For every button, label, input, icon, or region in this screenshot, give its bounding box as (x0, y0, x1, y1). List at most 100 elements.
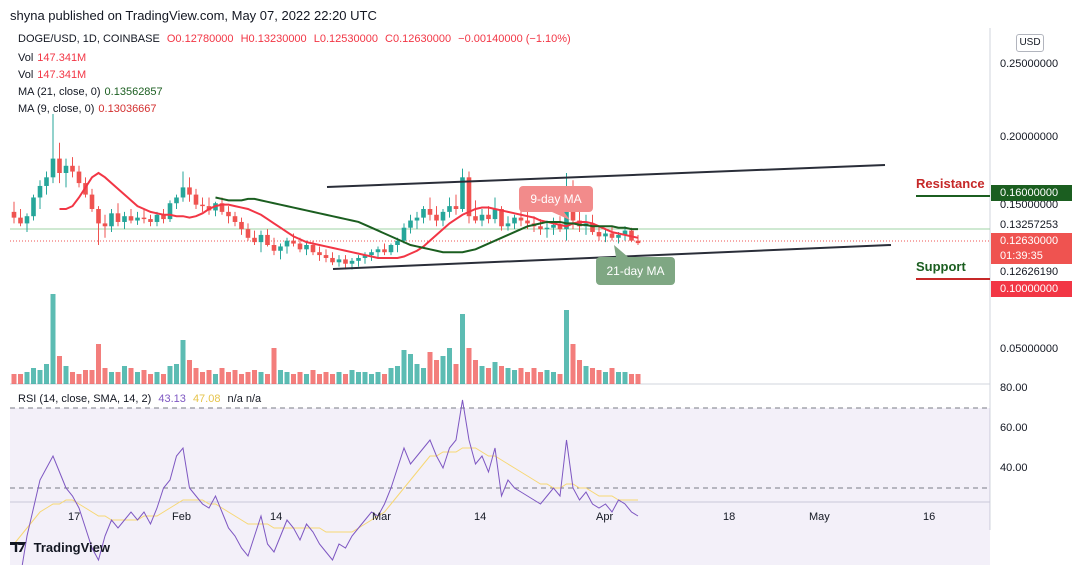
rsi-na: n/a n/a (227, 393, 262, 405)
volume-bar (479, 366, 485, 384)
volume-bar (395, 366, 400, 384)
candle-body (37, 185, 43, 198)
close-price-tag: 0.12630000 (991, 233, 1072, 249)
volume-bar (414, 364, 420, 384)
candle-body (330, 257, 335, 263)
volume-bar (616, 372, 621, 384)
volume-bar (349, 370, 355, 384)
x-label: 18 (723, 511, 736, 523)
rsi-sma-value: 47.08 (192, 393, 221, 405)
volume-bar (596, 370, 602, 384)
symbol-label[interactable]: DOGE/USD, 1D, COINBASE (18, 33, 160, 45)
candle-body (349, 260, 355, 264)
volume-bar (401, 350, 407, 384)
ma9-line (59, 171, 639, 259)
ma21-value: 0.13562857 (104, 86, 163, 98)
volume-bar (76, 374, 82, 384)
volume-bar (141, 370, 147, 384)
rsi-label: RSI (14, close, SMA, 14, 2) (18, 393, 152, 405)
candle-body (486, 214, 491, 220)
volume-bar (187, 360, 192, 384)
candle-body (343, 259, 348, 264)
volume-bar (291, 374, 296, 384)
candle-body (408, 220, 413, 228)
rsi-value: 43.13 (158, 393, 186, 405)
tradingview-logo[interactable]: TradingView (10, 540, 110, 555)
volume-bar (154, 372, 160, 384)
candle-body (135, 217, 140, 221)
candle-body (551, 224, 556, 228)
currency-button[interactable]: USD (1016, 34, 1044, 52)
candle-body (616, 234, 621, 238)
change-value: −0.00140000 (−1.10%) (458, 33, 571, 45)
candle-body (525, 220, 530, 224)
candle-body (440, 211, 446, 221)
volume-bar (83, 370, 88, 384)
volume-bar (284, 372, 290, 384)
candle-body (505, 223, 511, 227)
candle-body (603, 233, 608, 237)
volume-bar (622, 372, 628, 384)
candle-body (356, 257, 361, 261)
volume-bar (447, 348, 452, 384)
candle-body (148, 219, 153, 222)
volume-bar (232, 370, 238, 384)
candle-body (544, 227, 550, 230)
candle-body (200, 204, 205, 207)
candle-body (226, 211, 231, 217)
candle-body (141, 217, 147, 220)
volume-bar (427, 352, 433, 384)
ma9-callout-pointer (552, 212, 570, 220)
vol-label: Vol (18, 69, 34, 81)
volume-bar (278, 370, 283, 384)
candle-body (232, 216, 238, 222)
volume-bar (551, 372, 556, 384)
volume-bar (304, 374, 309, 384)
candle-body (512, 217, 517, 224)
candle-body (323, 255, 329, 258)
resistance-level-tag: 0.16000000 (991, 185, 1072, 201)
candle-body (284, 240, 290, 247)
volume-bar (180, 340, 186, 384)
candle-body (336, 259, 342, 263)
candle-body (57, 158, 62, 173)
candle-body (63, 165, 69, 173)
rsi-tick: 60.00 (1000, 422, 1028, 434)
candle-body (388, 245, 394, 253)
volume-bar (609, 368, 615, 384)
ohlc-legend: DOGE/USD, 1D, COINBASE O0.12780000 H0.13… (18, 33, 575, 45)
volume-bar (499, 366, 504, 384)
candle-body (167, 203, 173, 220)
candle-body (317, 252, 322, 256)
rsi-tick: 40.00 (1000, 462, 1028, 474)
volume-bar (564, 310, 569, 384)
candle-body (115, 213, 121, 222)
candle-body (239, 221, 244, 230)
candle-body (609, 233, 615, 238)
volume-bar (226, 372, 231, 384)
volume-bar (466, 348, 472, 384)
volume-bar (343, 374, 348, 384)
volume-bar (245, 372, 251, 384)
volume-bar (570, 344, 576, 384)
volume-bar (11, 374, 17, 384)
volume-bar (70, 372, 75, 384)
volume-bar (317, 374, 322, 384)
candle-body (258, 234, 264, 243)
candle-body (219, 203, 225, 212)
candle-body (473, 216, 478, 221)
x-label: 14 (474, 511, 487, 523)
x-label: 16 (923, 511, 936, 523)
candle-body (382, 249, 387, 253)
volume-bar (453, 364, 459, 384)
volume-bar (440, 356, 446, 384)
volume-bar (577, 360, 582, 384)
volume-bar (336, 372, 342, 384)
volume-bar (115, 372, 121, 384)
candle-body (70, 165, 75, 172)
high-value: H0.13230000 (240, 33, 307, 45)
vol-legend-1: Vol 147.341M (18, 52, 90, 64)
candle-body (369, 252, 374, 256)
candle-body (18, 217, 23, 224)
